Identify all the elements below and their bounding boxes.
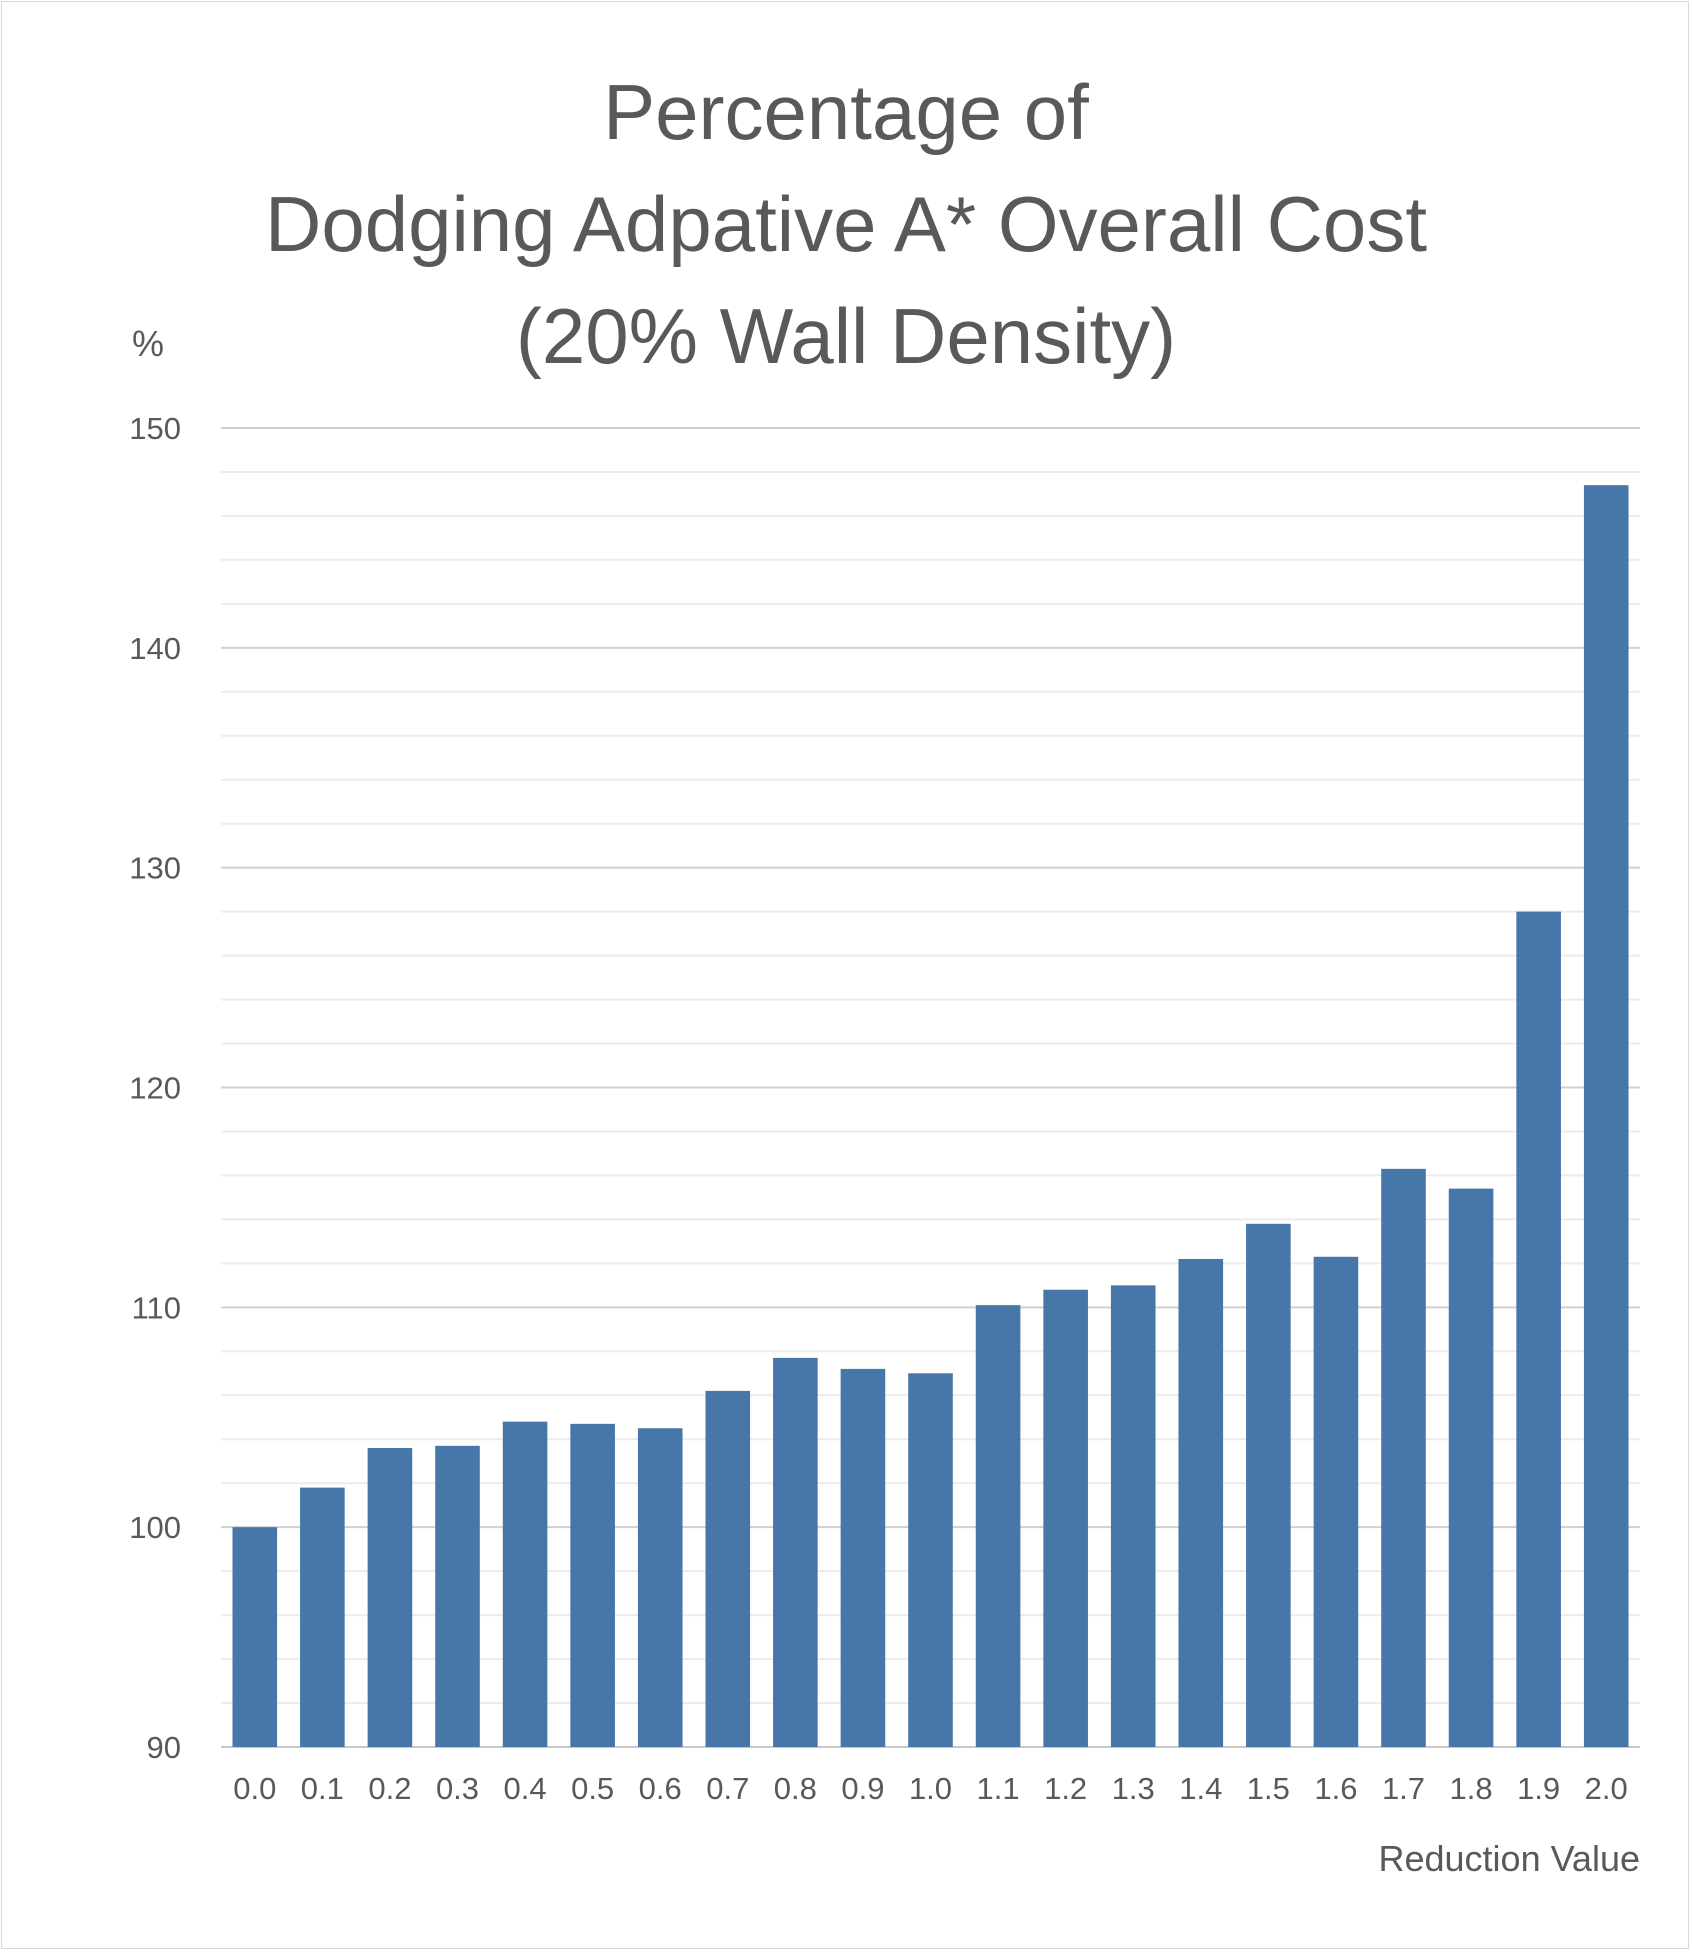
bar-0.2 <box>367 1448 413 1747</box>
bar-0.8 <box>773 1357 818 1747</box>
x-tick-label: 2.0 <box>1585 1771 1628 1806</box>
y-tick-label: 110 <box>132 1290 181 1325</box>
x-tick-label: 1.5 <box>1247 1771 1290 1806</box>
bar-0.5 <box>570 1423 615 1747</box>
chart-title-line-3: (20% Wall Density) <box>515 292 1177 380</box>
x-tick-label: 1.4 <box>1179 1771 1222 1806</box>
bar-0.0 <box>232 1527 278 1747</box>
bars <box>232 485 1629 1747</box>
x-tick-label: 1.3 <box>1112 1771 1155 1806</box>
bar-1.1 <box>975 1305 1021 1747</box>
bar-0.3 <box>435 1445 480 1747</box>
x-tick-label: 0.6 <box>639 1771 682 1806</box>
chart-title: Percentage of Dodging Adpative A* Overal… <box>0 56 1692 392</box>
bar-1.2 <box>1043 1289 1088 1747</box>
y-tick-label: 120 <box>129 1071 181 1106</box>
y-tick-label: 100 <box>129 1510 181 1545</box>
x-tick-label: 0.2 <box>368 1771 411 1806</box>
x-tick-label: 1.7 <box>1382 1771 1425 1806</box>
bar-1.5 <box>1246 1223 1291 1747</box>
y-tick-label: 150 <box>129 411 181 446</box>
x-tick-label: 0.3 <box>436 1771 479 1806</box>
x-tick-label: 0.4 <box>504 1771 547 1806</box>
bar-1.8 <box>1448 1188 1494 1747</box>
bar-1.4 <box>1178 1258 1224 1747</box>
x-tick-label: 1.8 <box>1450 1771 1493 1806</box>
x-axis-tick-labels: 0.0 0.1 0.2 0.3 0.4 0.5 0.6 0.7 0.8 0.9 1.0 1.1 1.2 1… <box>233 1771 1628 1806</box>
chart-title-line-1: Percentage of <box>603 68 1089 156</box>
y-tick-label: 90 <box>147 1730 181 1765</box>
y-tick-label: 140 <box>129 631 181 666</box>
bar-1.6 <box>1313 1256 1359 1747</box>
x-tick-label: 0.8 <box>774 1771 817 1806</box>
x-tick-label: 1.6 <box>1314 1771 1357 1806</box>
bar-0.9 <box>840 1368 886 1747</box>
x-tick-label: 1.0 <box>909 1771 952 1806</box>
bar-1.0 <box>908 1373 953 1747</box>
bar-1.3 <box>1110 1285 1156 1747</box>
bar-0.1 <box>300 1487 345 1747</box>
bar-0.6 <box>637 1428 683 1747</box>
bar-2.0 <box>1583 485 1629 1747</box>
bar-1.7 <box>1381 1168 1426 1747</box>
bar-0.4 <box>502 1421 548 1747</box>
x-tick-label: 0.5 <box>571 1771 614 1806</box>
y-axis-title: % <box>132 323 164 364</box>
x-tick-label: 0.7 <box>706 1771 749 1806</box>
bar-0.7 <box>705 1390 751 1747</box>
x-axis-title: Reduction Value <box>1378 1838 1640 1879</box>
x-tick-label: 1.9 <box>1517 1771 1560 1806</box>
chart-title-line-2: Dodging Adpative A* Overall Cost <box>264 180 1427 268</box>
y-tick-label: 130 <box>129 851 181 886</box>
x-tick-label: 1.1 <box>977 1771 1020 1806</box>
x-tick-label: 1.2 <box>1044 1771 1087 1806</box>
x-tick-label: 0.0 <box>233 1771 276 1806</box>
bar-1.9 <box>1516 911 1561 1747</box>
x-tick-label: 0.9 <box>841 1771 884 1806</box>
x-tick-label: 0.1 <box>301 1771 344 1806</box>
y-axis-tick-labels: 90 100 110 120 130 140 150 <box>129 411 181 1765</box>
